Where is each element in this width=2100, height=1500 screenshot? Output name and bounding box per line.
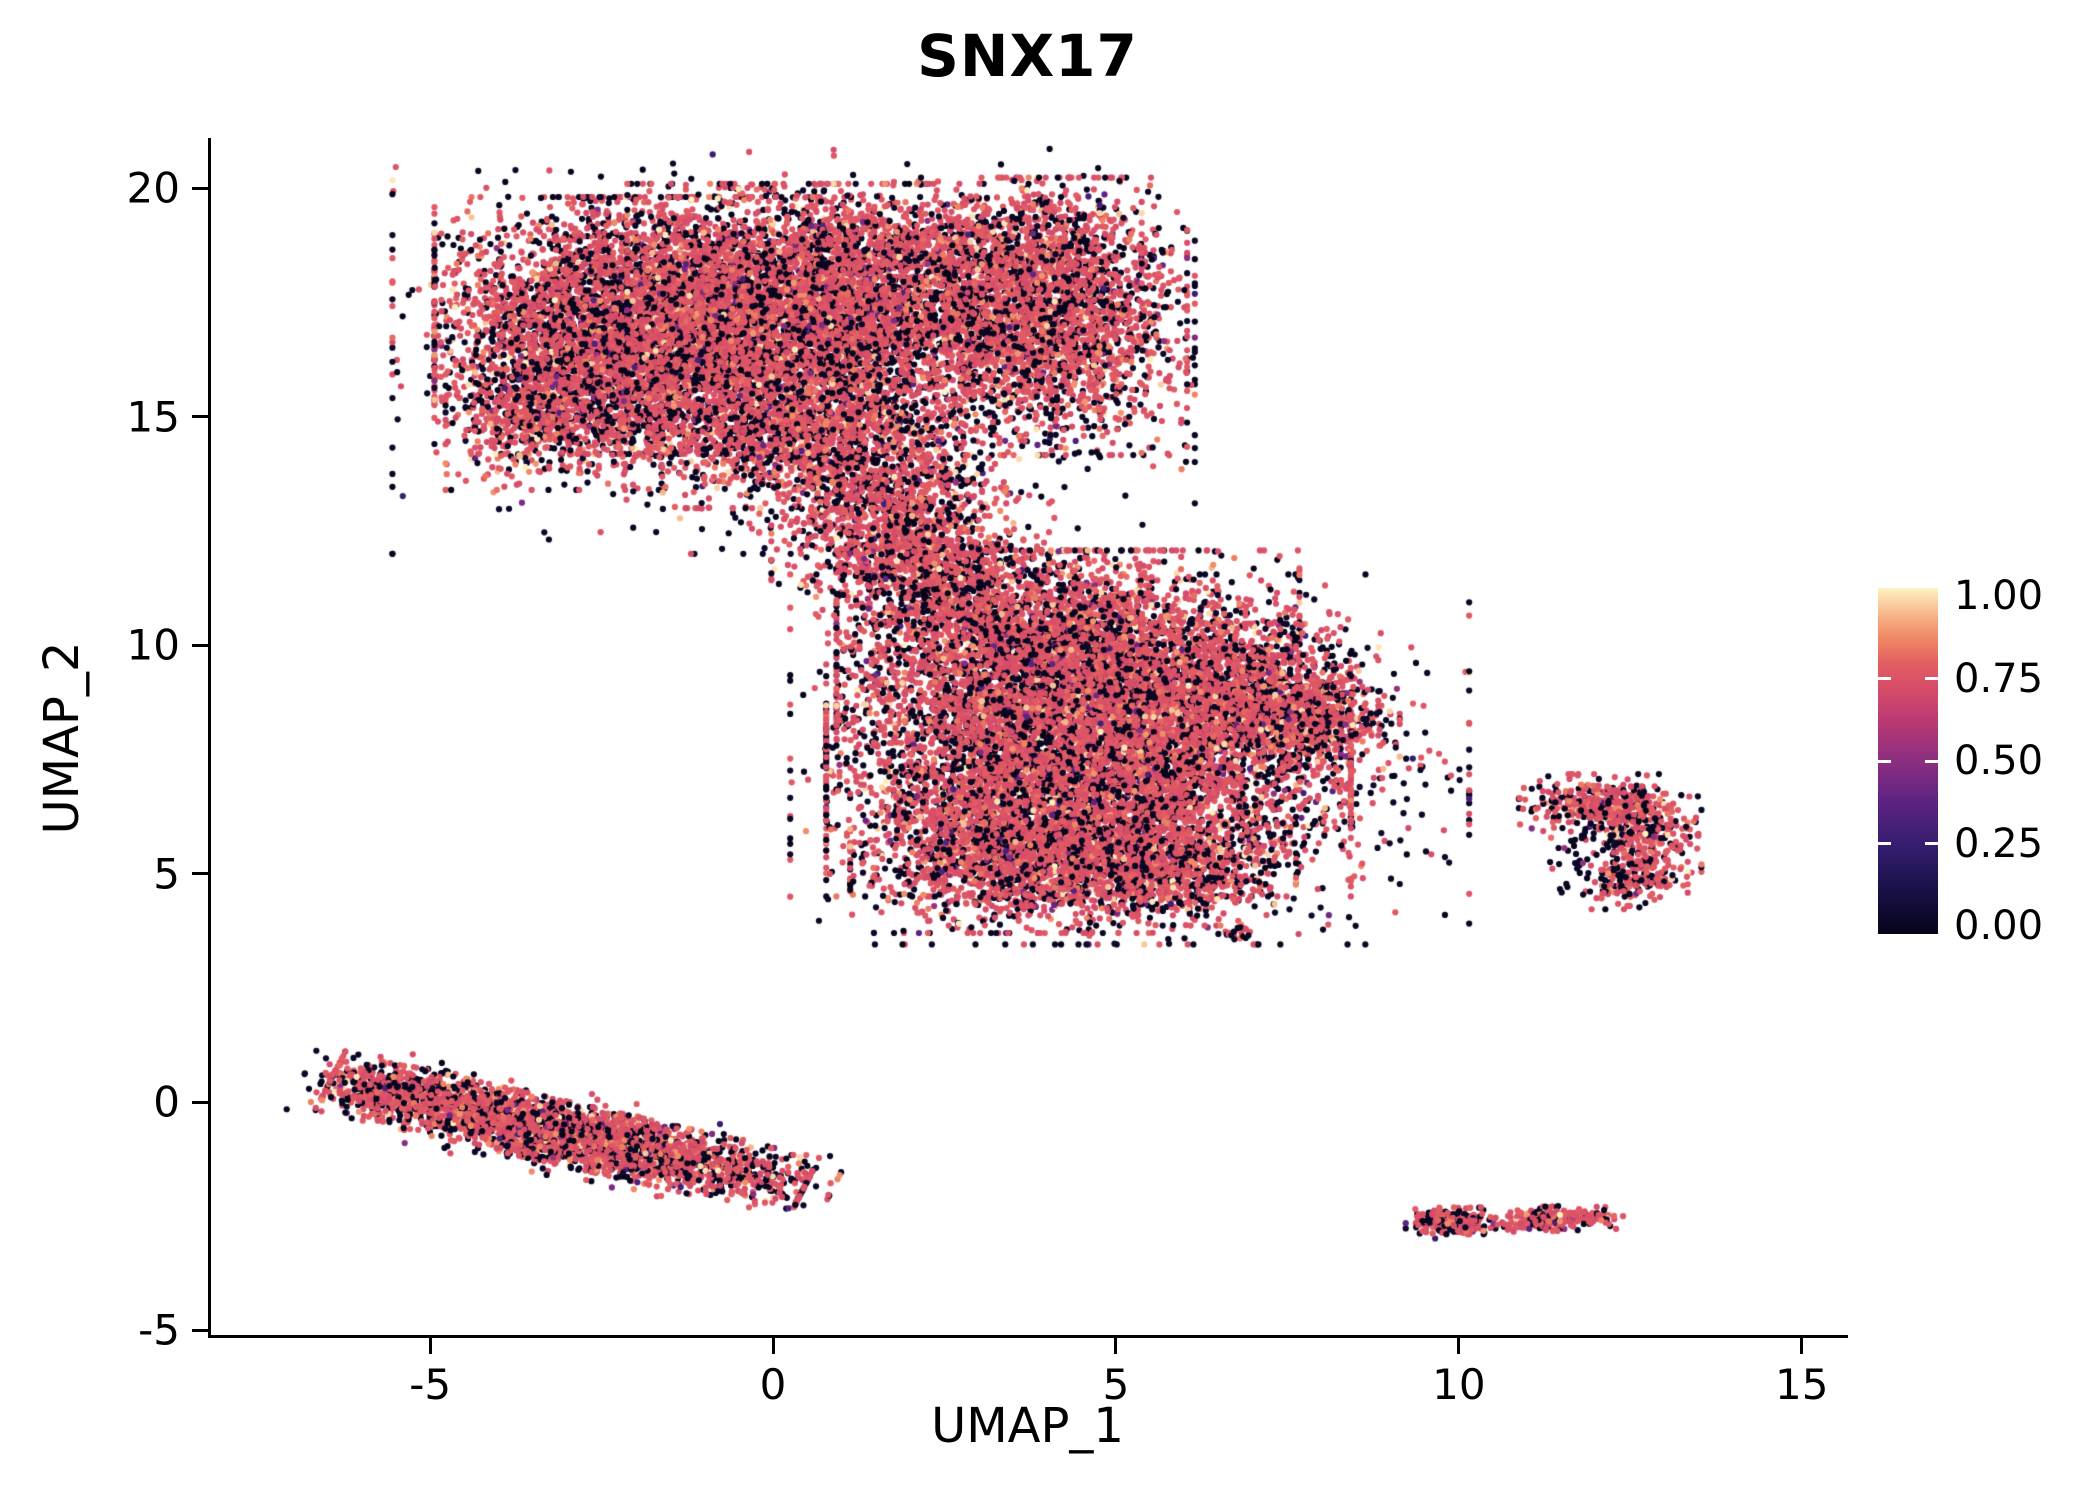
colorbar-notch <box>1878 842 1891 845</box>
y-tick-mark <box>192 643 208 647</box>
y-tick-mark <box>192 186 208 190</box>
y-axis-line <box>208 138 211 1338</box>
x-axis-label: UMAP_1 <box>931 1398 1124 1454</box>
y-tick-mark <box>192 415 208 419</box>
x-tick-mark <box>1114 1338 1118 1354</box>
x-tick-mark <box>1800 1338 1804 1354</box>
colorbar-tick-label: 0.25 <box>1954 820 2044 867</box>
y-tick-label: 0 <box>153 1077 180 1127</box>
y-tick-label: 5 <box>153 849 180 899</box>
colorbar-notch <box>1925 842 1938 845</box>
x-tick-label: 15 <box>1775 1360 1829 1409</box>
colorbar-notch <box>1925 759 1938 763</box>
colorbar-notch <box>1878 759 1891 763</box>
x-tick-label: 5 <box>1102 1360 1130 1409</box>
x-tick-mark <box>1457 1338 1461 1354</box>
y-tick-label: 10 <box>126 620 180 670</box>
colorbar-tick-label: 0.50 <box>1954 738 2044 784</box>
y-tick-label: -5 <box>138 1305 180 1355</box>
x-tick-label: 10 <box>1432 1360 1486 1409</box>
y-tick-mark <box>192 1100 208 1104</box>
x-tick-label: 0 <box>759 1360 787 1409</box>
y-tick-mark <box>192 872 208 876</box>
y-axis-label: UMAP_2 <box>34 641 90 835</box>
colorbar-notch <box>1925 677 1938 680</box>
colorbar-notch <box>1878 677 1891 680</box>
colorbar-tick-label: 0.75 <box>1954 655 2044 702</box>
x-axis-line <box>208 1335 1848 1338</box>
y-tick-mark <box>192 1328 208 1332</box>
y-tick-label: 20 <box>126 163 180 213</box>
x-tick-label: -5 <box>409 1360 452 1409</box>
plot-title: SNX17 <box>917 22 1138 90</box>
y-tick-label: 15 <box>126 392 180 442</box>
x-tick-mark <box>771 1338 775 1354</box>
colorbar-tick-label: 0.00 <box>1954 903 2044 949</box>
colorbar-tick-label: 1.00 <box>1954 573 2044 619</box>
x-tick-mark <box>428 1338 432 1354</box>
